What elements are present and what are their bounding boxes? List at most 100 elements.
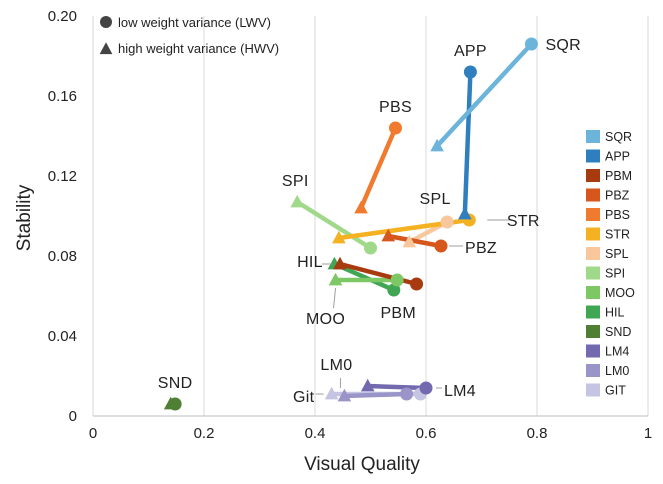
connector-pbz: [386, 233, 444, 249]
legend-label-pbs: PBS: [605, 208, 630, 222]
legend-swatch-lm4: [586, 344, 600, 358]
x-tick-label: 1: [644, 425, 652, 442]
legend-label-hil: HIL: [605, 306, 625, 320]
legend-triangle-icon: [99, 42, 113, 55]
x-tick-label: 0: [89, 425, 97, 442]
hwv-point-app: [458, 206, 472, 220]
legend-swatch-hil: [586, 305, 600, 319]
legend-circle-label: low weight variance (LWV): [118, 15, 271, 30]
callout-leader: [333, 287, 337, 309]
callout-pbm: PBM: [380, 305, 416, 322]
lwv-point-pbs: [388, 121, 402, 135]
series-markers: [163, 37, 538, 411]
legend-label-spl: SPL: [605, 247, 629, 261]
legend-swatch-pbm: [586, 169, 600, 182]
legend-label-pbz: PBZ: [605, 189, 630, 203]
x-tick-label: 0.2: [194, 425, 215, 442]
legend-label-app: APP: [605, 150, 630, 164]
y-tick-label: 0.12: [48, 168, 77, 185]
series-legend: SQR APP PBM PBZ PBS STR SPL SPI MOO HIL SND LM4 LM0 G…: [586, 130, 635, 398]
x-axis-title: Visual Quality: [304, 454, 420, 475]
legend-label-spi: SPI: [605, 267, 625, 281]
point-callouts: SQR APP PBS SPI SPL STR PBZ HIL MOO PBM LM0 LM4 Git S…: [158, 37, 581, 406]
hwv-point-sqr: [430, 138, 444, 152]
y-axis-title: Stability: [14, 184, 35, 251]
legend-label-lm4: LM4: [605, 345, 629, 359]
callout-snd: SND: [158, 375, 193, 392]
hwv-point-snd: [163, 396, 178, 410]
grid-lines: [92, 16, 649, 416]
hwv-point-pbm: [333, 256, 347, 270]
callout-pbs: PBS: [379, 99, 412, 116]
legend-label-lm0: LM0: [605, 364, 629, 378]
legend-label-moo: MOO: [605, 286, 635, 300]
callout-spl: SPL: [420, 191, 451, 208]
legend-label-git: GIT: [605, 384, 626, 398]
callout-lm4: LM4: [444, 383, 476, 400]
callout-sqr: SQR: [545, 37, 581, 54]
connector-lm4: [365, 383, 429, 391]
hwv-point-moo: [328, 272, 343, 286]
connector-pbs: [358, 125, 398, 211]
hwv-point-spi: [290, 194, 305, 208]
legend-swatch-git: [586, 383, 600, 397]
series-connectors: [168, 41, 534, 407]
connector-lm0: [342, 391, 409, 399]
legend-label-sqr: SQR: [605, 130, 632, 144]
legend-swatch-str: [586, 227, 600, 241]
lwv-point-pbz: [434, 239, 448, 253]
legend-swatch-pbz: [586, 188, 600, 202]
y-tick-label: 0.20: [48, 8, 77, 25]
y-tick-label: 0.04: [48, 328, 77, 345]
x-tick-label: 0.4: [305, 425, 326, 442]
x-tick-label: 0.8: [527, 425, 548, 442]
lwv-point-app: [463, 65, 477, 79]
hwv-point-git: [324, 386, 339, 400]
callout-moo: MOO: [306, 311, 345, 328]
callout-hil: HIL: [297, 254, 323, 271]
legend-swatch-lm0: [586, 364, 600, 377]
hwv-point-lm0: [337, 388, 352, 402]
lwv-point-sqr: [524, 37, 538, 51]
connector-app: [462, 69, 473, 217]
legend-swatch-pbs: [586, 208, 600, 221]
legend-label-pbm: PBM: [605, 169, 632, 183]
connector-sqr: [434, 41, 534, 149]
hwv-point-pbs: [354, 200, 368, 214]
axes: 0 0.2 0.4 0.6 0.8 1 0 0.04 0.08 0.12 0.16 0.20: [48, 8, 652, 442]
callout-str: STR: [507, 213, 540, 230]
hwv-point-lm4: [360, 378, 375, 392]
legend-swatch-moo: [586, 286, 600, 299]
marker-legend: low weight variance (LWV) high weight var…: [99, 15, 279, 56]
connector-pbm: [337, 261, 419, 287]
lwv-point-hil: [387, 283, 401, 297]
legend-label-str: STR: [605, 228, 630, 242]
legend-label-snd: SND: [605, 325, 631, 339]
lwv-point-lm4: [419, 381, 433, 395]
hwv-point-pbz: [381, 228, 396, 242]
legend-swatch-spi: [586, 266, 600, 280]
y-tick-label: 0.16: [48, 88, 77, 105]
legend-triangle-label: high weight variance (HWV): [118, 41, 279, 56]
legend-circle-icon: [100, 16, 112, 28]
hwv-point-spl: [402, 234, 417, 248]
lwv-point-moo: [390, 273, 404, 287]
legend-swatch-spl: [586, 247, 600, 260]
lwv-point-lm0: [400, 387, 414, 401]
legend-swatch-sqr: [586, 130, 600, 143]
lwv-point-spi: [364, 241, 377, 255]
lwv-point-spl: [440, 215, 454, 229]
callout-git: Git: [293, 389, 315, 406]
hwv-point-str: [332, 230, 346, 244]
legend-swatch-app: [586, 149, 600, 163]
connector-spi: [294, 199, 373, 251]
legend-swatch-snd: [586, 325, 600, 338]
y-tick-label: 0.08: [48, 248, 77, 265]
callout-pbz: PBZ: [465, 240, 497, 257]
y-tick-label: 0: [69, 408, 77, 425]
lwv-point-pbm: [410, 277, 424, 291]
callout-lm0: LM0: [320, 357, 352, 374]
callout-app: APP: [454, 43, 487, 60]
